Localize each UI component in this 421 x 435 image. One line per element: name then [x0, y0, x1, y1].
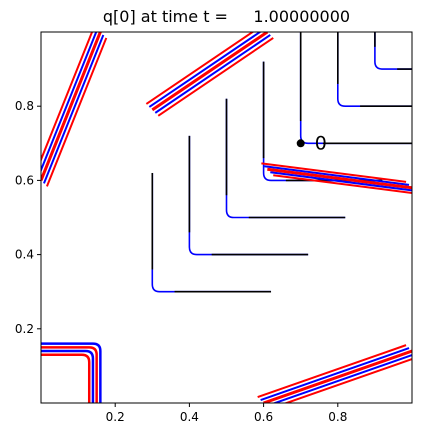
contour-blue-6	[374, 32, 412, 70]
corner-contour-2	[41, 349, 95, 403]
y-tick-label-0: 0.2	[15, 322, 34, 336]
wrap-band-2-2	[267, 167, 412, 190]
y-axis: 0.2 0.4 0.6 0.8	[15, 99, 41, 336]
wrap-band-1-4	[283, 358, 412, 403]
wrap-band-3-3	[154, 34, 271, 114]
y-tick-label-3: 0.8	[15, 99, 34, 113]
wrap-band-1-2	[263, 349, 412, 403]
corner-contour-0	[41, 342, 102, 403]
x-tick-label-0: 0.2	[106, 410, 125, 424]
wrap-band-0-1	[41, 32, 98, 173]
wrap-band-0-3	[43, 34, 105, 184]
y-tick-label-1: 0.4	[15, 248, 34, 262]
corner-contour-3	[41, 353, 91, 403]
wrap-band-1-1	[260, 347, 410, 401]
wrap-band-0-2	[41, 32, 102, 181]
wrap-band-0-0	[41, 32, 94, 163]
contour-blue-3	[262, 61, 383, 182]
wrap-band-1-3	[272, 354, 412, 403]
x-axis: 0.2 0.4 0.6 0.8	[106, 403, 347, 424]
axes-frame	[40, 31, 413, 404]
contour-blue-4	[299, 32, 412, 145]
contour-blue-2	[225, 98, 346, 219]
wrap-band-3-0	[145, 32, 255, 105]
contour-layer	[41, 32, 412, 403]
wrap-band-2-4	[273, 174, 412, 195]
wrap-band-2-1	[264, 165, 410, 186]
corner-contour-1	[41, 346, 98, 403]
wrap-band-3-4	[157, 37, 274, 117]
y-tick-label-2: 0.6	[15, 173, 34, 187]
wrap-band-3-1	[148, 32, 262, 108]
marker-label: 0	[315, 132, 327, 154]
chart-title: q[0] at time t = 1.00000000	[102, 7, 351, 26]
marker-point	[296, 139, 305, 148]
x-tick-label-3: 0.8	[328, 410, 347, 424]
contour-blue-5	[337, 32, 412, 107]
wrap-band-2-0	[261, 162, 407, 183]
x-tick-label-2: 0.6	[254, 410, 273, 424]
wrap-band-0-4	[46, 37, 108, 187]
wrap-band-2-3	[270, 171, 412, 192]
marker-layer: 0	[296, 132, 327, 154]
contour-blue-0	[151, 172, 272, 293]
contour-blue-1	[188, 135, 309, 256]
x-tick-label-1: 0.4	[180, 410, 199, 424]
wrap-band-3-2	[151, 32, 269, 112]
wrap-band-1-0	[257, 344, 407, 399]
